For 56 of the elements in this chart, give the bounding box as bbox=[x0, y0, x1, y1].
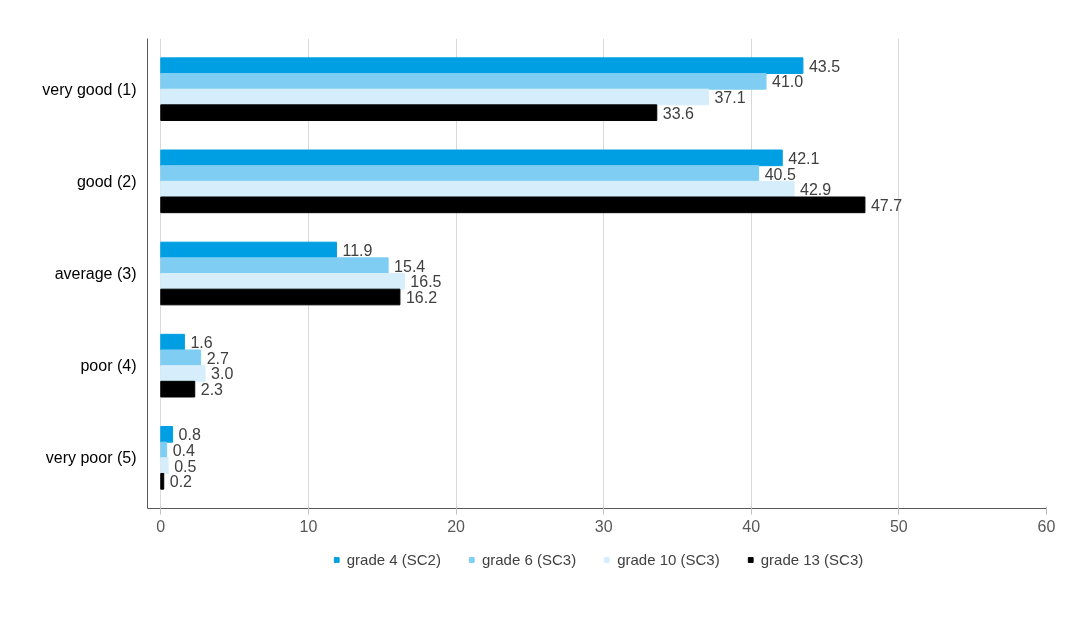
data-label: 37.1 bbox=[714, 89, 746, 107]
bar bbox=[160, 180, 795, 198]
x-tick-label: 50 bbox=[889, 517, 908, 535]
data-label: 11.9 bbox=[342, 242, 373, 259]
bar bbox=[160, 472, 165, 490]
data-label: 40.5 bbox=[764, 165, 796, 183]
bar bbox=[160, 57, 804, 75]
x-tick-label: 20 bbox=[447, 517, 466, 535]
bar bbox=[160, 365, 206, 382]
legend-label: grade 4 (SC2) bbox=[346, 550, 441, 568]
data-label: 3.0 bbox=[211, 365, 234, 383]
bar bbox=[160, 273, 405, 290]
data-label: 42.1 bbox=[788, 149, 820, 167]
x-tick-label: 60 bbox=[1037, 517, 1056, 535]
bar bbox=[160, 333, 185, 351]
y-tick-label: very poor (5) bbox=[45, 449, 137, 467]
data-label: 47.7 bbox=[870, 196, 903, 214]
bar bbox=[160, 288, 401, 306]
x-tick-label: 30 bbox=[594, 517, 613, 535]
data-label: 33.6 bbox=[662, 104, 695, 122]
x-tick-label: 40 bbox=[742, 517, 761, 535]
data-label: 41.0 bbox=[772, 73, 804, 91]
data-label: 0.5 bbox=[174, 457, 197, 475]
bar bbox=[160, 257, 389, 274]
bar bbox=[160, 349, 202, 367]
y-tick-label: poor (4) bbox=[80, 357, 137, 375]
legend-label: grade 6 (SC3) bbox=[481, 550, 577, 568]
data-label: 0.4 bbox=[172, 441, 196, 459]
data-label: 2.7 bbox=[206, 349, 229, 367]
y-tick-label: good (2) bbox=[76, 172, 137, 190]
legend-label: grade 10 (SC3) bbox=[617, 550, 720, 568]
data-label: 0.8 bbox=[178, 426, 201, 444]
bar bbox=[160, 457, 169, 474]
bar bbox=[160, 380, 196, 398]
data-label: 43.5 bbox=[808, 57, 841, 75]
bar bbox=[160, 104, 658, 122]
bar bbox=[160, 425, 174, 443]
data-label: 42.9 bbox=[800, 181, 832, 199]
data-label: 16.5 bbox=[410, 273, 442, 291]
x-tick-label: 10 bbox=[299, 517, 318, 535]
bar bbox=[160, 441, 168, 459]
bar bbox=[160, 165, 760, 182]
x-tick-label: 0 bbox=[156, 517, 166, 535]
bar bbox=[160, 196, 866, 214]
y-tick-label: average (3) bbox=[54, 265, 137, 282]
legend-label: grade 13 (SC3) bbox=[760, 550, 864, 568]
data-label: 0.2 bbox=[169, 473, 193, 491]
bar bbox=[160, 88, 709, 106]
bar bbox=[160, 73, 767, 90]
data-label: 2.3 bbox=[200, 381, 224, 399]
data-label: 15.4 bbox=[394, 257, 426, 275]
bar bbox=[160, 149, 783, 167]
y-tick-label: very good (1) bbox=[42, 80, 137, 98]
bar bbox=[160, 241, 337, 259]
data-label: 16.2 bbox=[405, 289, 438, 306]
data-label: 1.6 bbox=[190, 334, 213, 352]
